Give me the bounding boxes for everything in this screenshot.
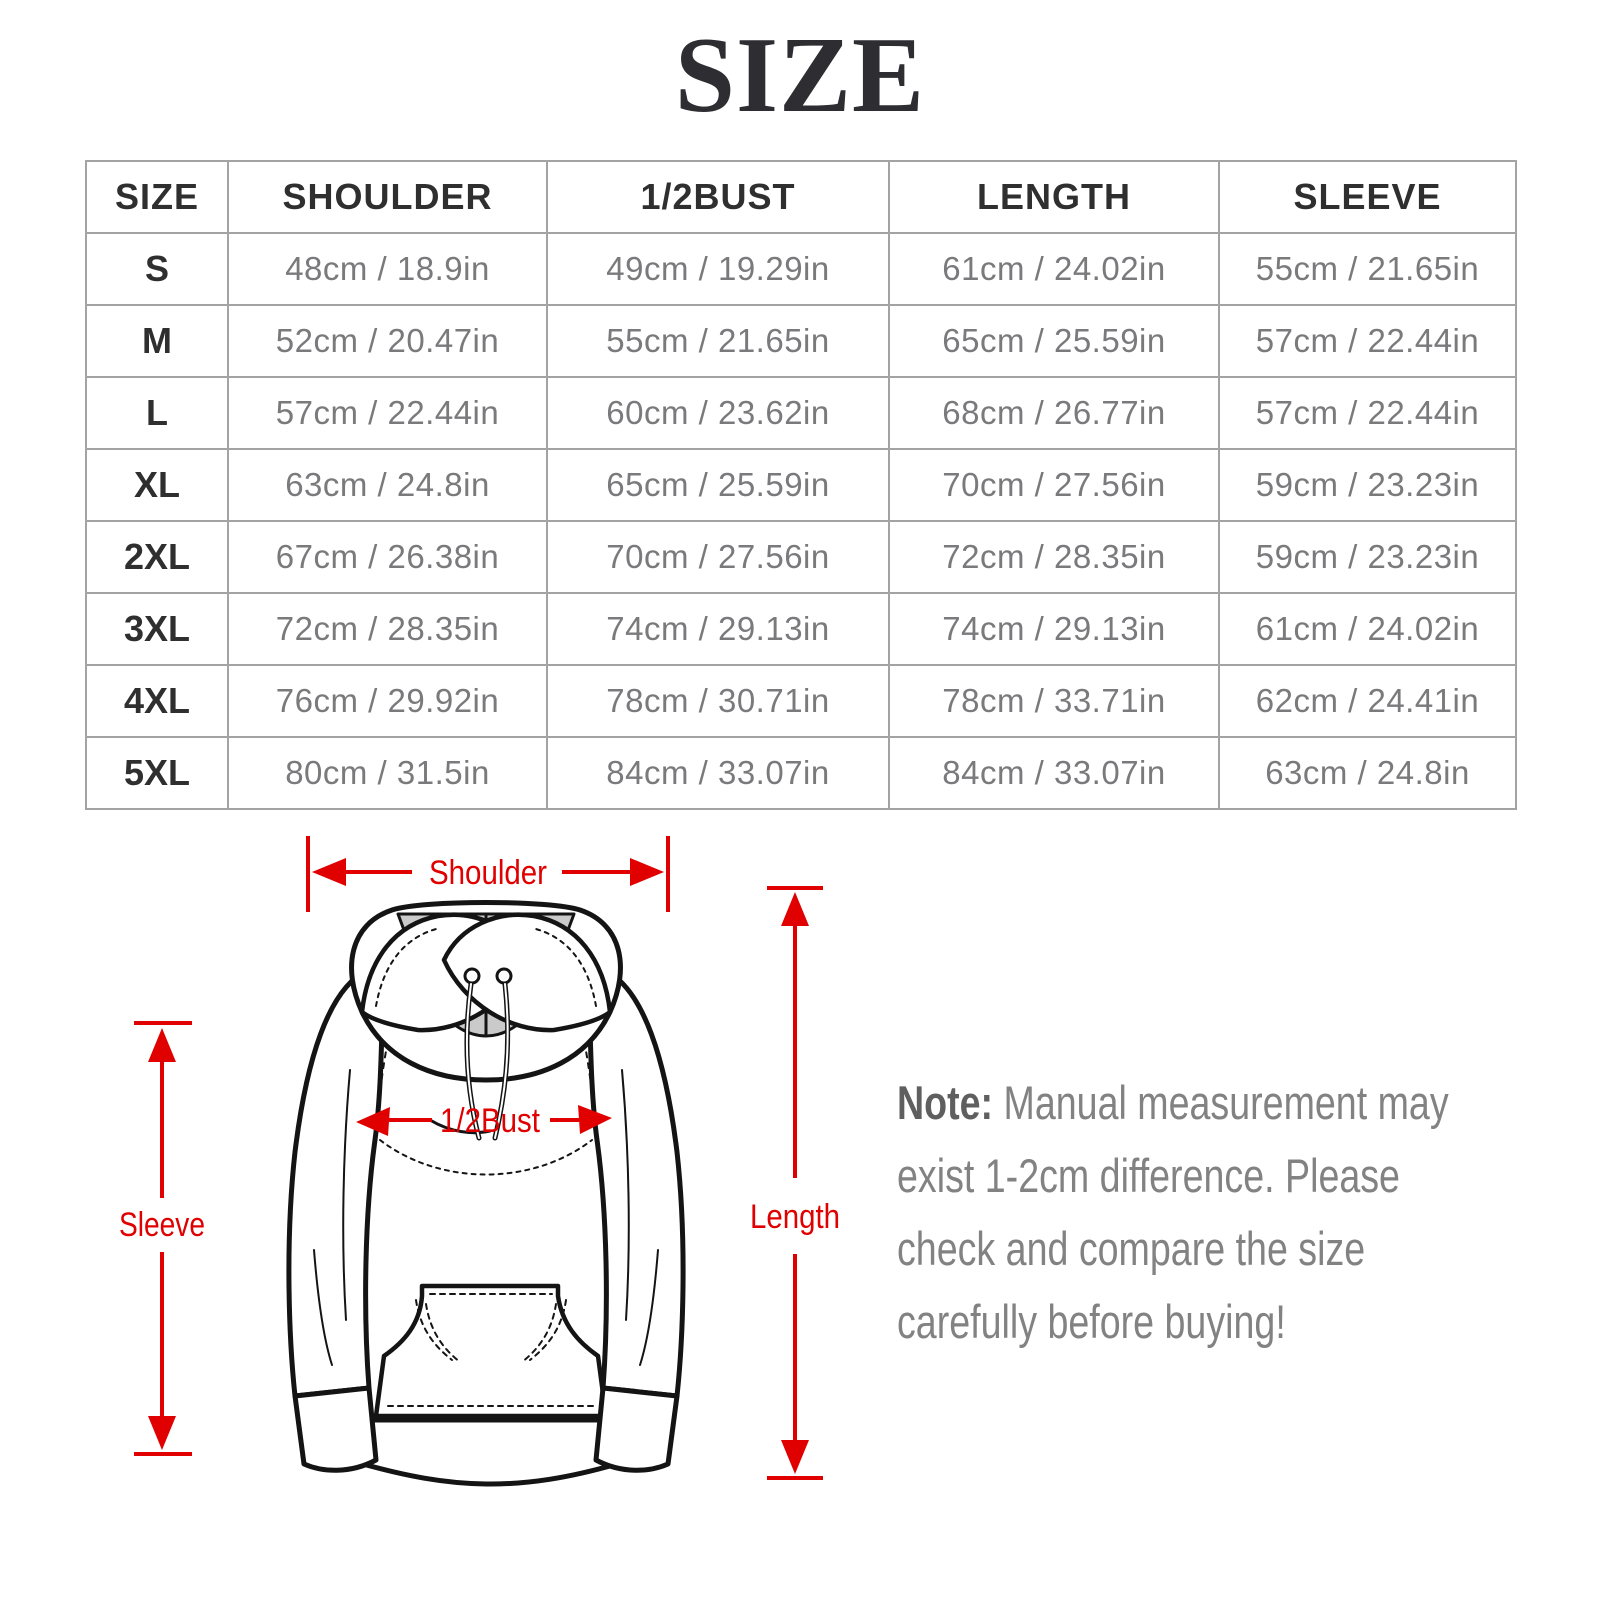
measurement-note: Note: Manual measurement may exist 1-2cm … [897, 1066, 1505, 1358]
right-eyelet [495, 967, 513, 985]
table-row: L 57cm / 22.44in 60cm / 23.62in 68cm / 26.7… [85, 376, 1517, 450]
shoulder-arrow-label: Shoulder [429, 854, 547, 892]
value-cell: 68cm / 26.77in [888, 376, 1220, 450]
size-cell: L [85, 376, 229, 450]
column-header: SIZE [85, 160, 229, 234]
value-cell: 80cm / 31.5in [227, 736, 548, 810]
shoulder-arrow: Shoulder [306, 836, 670, 912]
bust-arrow: 1/2Bust [356, 1102, 612, 1140]
table-row: 4XL 76cm / 29.92in 78cm / 30.71in 78cm / 33… [85, 664, 1517, 738]
value-cell: 61cm / 24.02in [888, 232, 1220, 306]
left-eyelet [463, 967, 481, 985]
column-header: LENGTH [888, 160, 1220, 234]
value-cell: 74cm / 29.13in [888, 592, 1220, 666]
size-cell: 5XL [85, 736, 229, 810]
size-cell: XL [85, 448, 229, 522]
hoodie-waistband [349, 1417, 624, 1487]
value-cell: 63cm / 24.8in [1218, 736, 1517, 810]
page-title: SIZE [674, 16, 926, 135]
hoodie-outline [286, 900, 686, 1487]
value-cell: 72cm / 28.35in [227, 592, 548, 666]
size-table: SIZE SHOULDER 1/2BUST LENGTH SLEEVE S 48cm / … [85, 160, 1517, 810]
note-line: check and compare the size [897, 1222, 1366, 1275]
size-cell: 3XL [85, 592, 229, 666]
hoodie-left-cuff [292, 1385, 379, 1473]
hoodie-right-cuff [593, 1385, 680, 1473]
table-row: 3XL 72cm / 28.35in 74cm / 29.13in 74cm / 29… [85, 592, 1517, 666]
value-cell: 59cm / 23.23in [1218, 520, 1517, 594]
value-cell: 70cm / 27.56in [546, 520, 890, 594]
note-line: Note: Manual measurement may [897, 1076, 1449, 1129]
value-cell: 57cm / 22.44in [227, 376, 548, 450]
size-cell: 2XL [85, 520, 229, 594]
value-cell: 72cm / 28.35in [888, 520, 1220, 594]
length-arrow-label: Length [750, 1198, 840, 1236]
measurement-arrows: Shoulder 1/2Bust Sleeve L [119, 836, 840, 1480]
sleeve-arrow: Sleeve [119, 1021, 205, 1456]
table-row: XL 63cm / 24.8in 65cm / 25.59in 70cm / 27.5… [85, 448, 1517, 522]
note-line: carefully before buying! [897, 1295, 1286, 1348]
value-cell: 70cm / 27.56in [888, 448, 1220, 522]
value-cell: 60cm / 23.62in [546, 376, 890, 450]
note-line: exist 1-2cm difference. Please [897, 1149, 1400, 1202]
value-cell: 84cm / 33.07in [888, 736, 1220, 810]
value-cell: 78cm / 33.71in [888, 664, 1220, 738]
value-cell: 84cm / 33.07in [546, 736, 890, 810]
column-header: SLEEVE [1218, 160, 1517, 234]
sleeve-arrow-label: Sleeve [119, 1206, 205, 1244]
value-cell: 62cm / 24.41in [1218, 664, 1517, 738]
hoodie-line-art: Shoulder 1/2Bust Sleeve L [119, 836, 840, 1487]
value-cell: 65cm / 25.59in [888, 304, 1220, 378]
table-row: M 52cm / 20.47in 55cm / 21.65in 65cm / 25.5… [85, 304, 1517, 378]
table-row: 5XL 80cm / 31.5in 84cm / 33.07in 84cm / 33.… [85, 736, 1517, 810]
value-cell: 76cm / 29.92in [227, 664, 548, 738]
value-cell: 59cm / 23.23in [1218, 448, 1517, 522]
table-header-row: SIZE SHOULDER 1/2BUST LENGTH SLEEVE [85, 160, 1517, 234]
value-cell: 78cm / 30.71in [546, 664, 890, 738]
column-header: SHOULDER [227, 160, 548, 234]
value-cell: 49cm / 19.29in [546, 232, 890, 306]
value-cell: 48cm / 18.9in [227, 232, 548, 306]
bust-arrow-label: 1/2Bust [440, 1102, 540, 1140]
note-prefix: Note: [897, 1076, 1004, 1129]
value-cell: 57cm / 22.44in [1218, 376, 1517, 450]
size-cell: M [85, 304, 229, 378]
length-arrow: Length [750, 886, 840, 1480]
table-row: S 48cm / 18.9in 49cm / 19.29in 61cm / 24.02… [85, 232, 1517, 306]
value-cell: 52cm / 20.47in [227, 304, 548, 378]
table-row: 2XL 67cm / 26.38in 70cm / 27.56in 72cm / 28… [85, 520, 1517, 594]
value-cell: 74cm / 29.13in [546, 592, 890, 666]
value-cell: 55cm / 21.65in [1218, 232, 1517, 306]
value-cell: 63cm / 24.8in [227, 448, 548, 522]
value-cell: 67cm / 26.38in [227, 520, 548, 594]
size-cell: S [85, 232, 229, 306]
column-header: 1/2BUST [546, 160, 890, 234]
value-cell: 57cm / 22.44in [1218, 304, 1517, 378]
value-cell: 61cm / 24.02in [1218, 592, 1517, 666]
size-cell: 4XL [85, 664, 229, 738]
value-cell: 55cm / 21.65in [546, 304, 890, 378]
value-cell: 65cm / 25.59in [546, 448, 890, 522]
hoodie-measurement-diagram: Shoulder 1/2Bust Sleeve L [100, 820, 860, 1520]
